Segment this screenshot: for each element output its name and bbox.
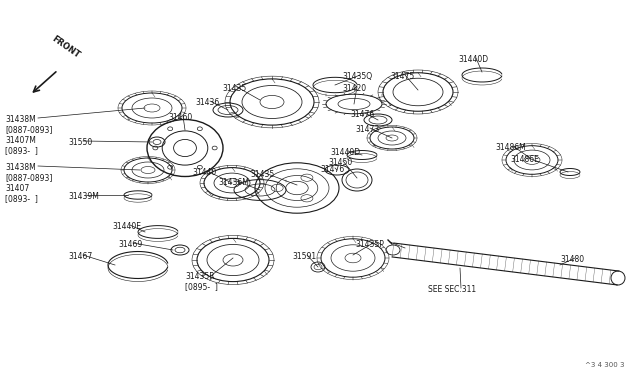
- Text: 31486E: 31486E: [510, 155, 539, 164]
- Text: 31436M: 31436M: [218, 178, 249, 187]
- Text: 31475: 31475: [390, 72, 414, 81]
- Text: 31467: 31467: [68, 252, 92, 261]
- Text: SEE SEC.311: SEE SEC.311: [428, 285, 476, 294]
- Text: 31480: 31480: [560, 255, 584, 264]
- Text: 31435Q: 31435Q: [342, 72, 372, 81]
- Text: 31476: 31476: [320, 165, 344, 174]
- Text: 31460: 31460: [168, 113, 192, 122]
- Text: 31435: 31435: [250, 170, 275, 179]
- Text: 31438M
[0887-0893]
31407M
[0893-  ]: 31438M [0887-0893] 31407M [0893- ]: [5, 115, 52, 155]
- Text: 31439M: 31439M: [68, 192, 99, 201]
- Text: 31435: 31435: [222, 84, 246, 93]
- Text: FRONT: FRONT: [50, 34, 81, 60]
- Text: 31436: 31436: [195, 98, 220, 107]
- Text: 31550: 31550: [68, 138, 92, 147]
- Text: 31476: 31476: [350, 110, 374, 119]
- Text: 31469: 31469: [118, 240, 142, 249]
- Text: 31440D: 31440D: [458, 55, 488, 64]
- Text: 31440D: 31440D: [330, 148, 360, 157]
- Text: 31420: 31420: [342, 84, 366, 93]
- Text: 31435P: 31435P: [355, 240, 384, 249]
- Text: ^3 4 300 3: ^3 4 300 3: [586, 362, 625, 368]
- Text: 31473: 31473: [355, 125, 380, 134]
- Text: 31438M
[0887-0893]
31407
[0893-  ]: 31438M [0887-0893] 31407 [0893- ]: [5, 163, 52, 203]
- Text: 31486M: 31486M: [495, 143, 525, 152]
- Text: 31440E: 31440E: [112, 222, 141, 231]
- Text: 31440: 31440: [192, 168, 216, 177]
- Text: 31450: 31450: [328, 158, 352, 167]
- Text: 31591: 31591: [292, 252, 316, 261]
- Text: 31435R
[0895-  ]: 31435R [0895- ]: [185, 272, 218, 291]
